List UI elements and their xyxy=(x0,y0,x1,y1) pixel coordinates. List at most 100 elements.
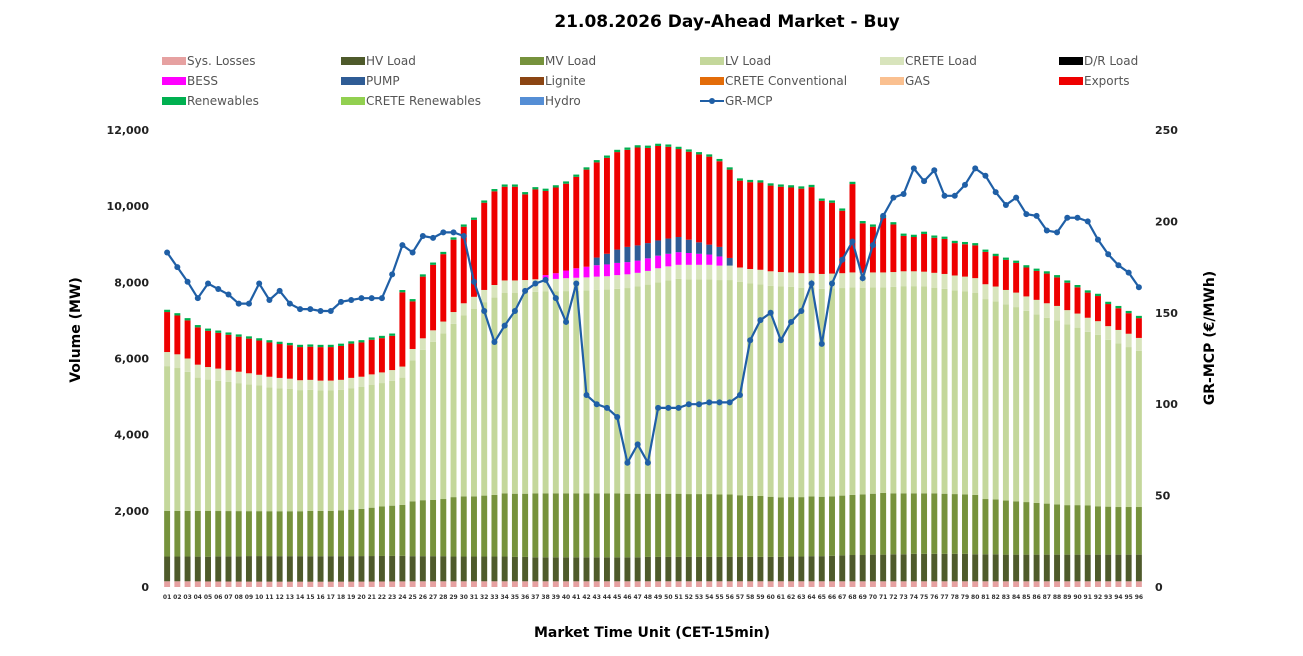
bar-lv-load xyxy=(542,291,549,494)
x-tick-label: 75 xyxy=(920,594,928,601)
bar-sys-losses xyxy=(583,581,590,587)
bar-hv-load xyxy=(900,554,907,582)
x-tick-label: 66 xyxy=(828,594,836,601)
bar-mv-load xyxy=(399,504,406,556)
x-tick-label: 17 xyxy=(327,594,335,601)
x-tick-label: 55 xyxy=(715,594,723,601)
point-gr-mcp xyxy=(665,404,672,411)
bar-renewables xyxy=(655,143,662,146)
bar-crete-load xyxy=(1043,303,1050,318)
bar-hv-load xyxy=(317,556,324,582)
bar-exports xyxy=(736,180,743,268)
x-tick-label: 46 xyxy=(623,594,631,601)
bar-lv-load xyxy=(982,299,989,500)
x-tick-label: 49 xyxy=(654,594,662,601)
x-tick-label: 37 xyxy=(531,594,539,601)
bar-renewables xyxy=(583,167,590,170)
bar-lv-load xyxy=(941,288,948,494)
bar-renewables xyxy=(982,249,989,252)
bar-crete-load xyxy=(174,354,181,369)
bar-renewables xyxy=(900,233,907,236)
bar-exports xyxy=(1105,304,1112,327)
bar-mv-load xyxy=(491,494,498,557)
y2-tick-label: 100 xyxy=(1155,398,1178,411)
point-gr-mcp xyxy=(951,192,958,199)
bar-hv-load xyxy=(706,556,713,582)
bar-sys-losses xyxy=(992,581,999,587)
bar-mv-load xyxy=(798,497,805,557)
bar-exports xyxy=(788,187,795,273)
bar-hv-load xyxy=(501,556,508,582)
bar-lv-load xyxy=(389,380,396,506)
point-gr-mcp xyxy=(348,297,355,303)
bar-sys-losses xyxy=(1135,581,1142,587)
bar-crete-load xyxy=(747,269,754,284)
bar-mv-load xyxy=(624,493,631,558)
bar-bess xyxy=(634,260,641,273)
bar-sys-losses xyxy=(593,581,600,587)
bar-hv-load xyxy=(215,556,222,582)
bar-exports xyxy=(205,330,211,368)
bar-mv-load xyxy=(788,497,795,557)
point-gr-mcp xyxy=(624,459,631,466)
bar-renewables xyxy=(327,344,334,348)
bar-hv-load xyxy=(1023,554,1030,582)
bar-pump xyxy=(655,240,662,256)
bar-mv-load xyxy=(563,493,570,558)
bar-hv-load xyxy=(522,556,529,582)
point-gr-mcp xyxy=(1023,211,1030,218)
bar-bess xyxy=(706,254,713,265)
bar-renewables xyxy=(798,186,805,189)
chart-title: 21.08.2026 Day-Ahead Market - Buy xyxy=(554,12,899,32)
bar-crete-load xyxy=(522,280,529,293)
bar-exports xyxy=(215,332,222,369)
bar-lv-load xyxy=(849,287,856,495)
bar-hv-load xyxy=(1084,554,1091,582)
x-tick-label: 59 xyxy=(756,594,764,601)
point-gr-mcp xyxy=(798,307,805,314)
bar-crete-load xyxy=(992,286,999,302)
bar-renewables xyxy=(215,330,222,333)
bar-exports xyxy=(818,200,825,274)
bar-hv-load xyxy=(962,553,968,582)
bar-exports xyxy=(399,292,406,367)
point-gr-mcp xyxy=(1135,284,1142,291)
bar-sys-losses xyxy=(890,581,897,587)
bar-crete-load xyxy=(481,289,488,303)
bar-sys-losses xyxy=(573,581,580,587)
bar-mv-load xyxy=(1095,506,1101,555)
bar-mv-load xyxy=(982,499,989,555)
bar-hv-load xyxy=(1074,554,1081,582)
bar-sys-losses xyxy=(706,581,713,587)
bar-mv-load xyxy=(573,493,580,558)
bar-sys-losses xyxy=(297,581,304,587)
bar-crete-load xyxy=(1095,321,1101,335)
point-gr-mcp xyxy=(921,178,928,185)
bar-hv-load xyxy=(297,556,304,582)
bar-sys-losses xyxy=(378,581,385,587)
point-gr-mcp xyxy=(961,181,968,188)
bar-sys-losses xyxy=(675,581,682,587)
bar-sys-losses xyxy=(450,581,457,587)
bar-sys-losses xyxy=(542,581,549,587)
bar-lv-load xyxy=(481,302,488,496)
bar-lv-load xyxy=(378,383,385,507)
bar-sys-losses xyxy=(962,581,968,587)
bar-renewables xyxy=(481,200,488,203)
bar-renewables xyxy=(921,231,928,234)
bar-crete-load xyxy=(644,270,651,285)
point-gr-mcp xyxy=(256,280,263,287)
bar-crete-load xyxy=(839,273,846,289)
bar-mv-load xyxy=(665,493,672,557)
point-gr-mcp xyxy=(1043,227,1050,234)
bar-mv-load xyxy=(1064,505,1071,555)
bar-exports xyxy=(184,320,191,359)
bar-renewables xyxy=(368,337,375,340)
bar-renewables xyxy=(235,334,242,337)
x-tick-label: 09 xyxy=(245,594,253,601)
bar-mv-load xyxy=(276,511,283,557)
bar-bess xyxy=(624,262,631,275)
bar-lv-load xyxy=(225,381,232,512)
legend-swatch xyxy=(520,57,544,65)
bar-hv-load xyxy=(910,553,917,582)
